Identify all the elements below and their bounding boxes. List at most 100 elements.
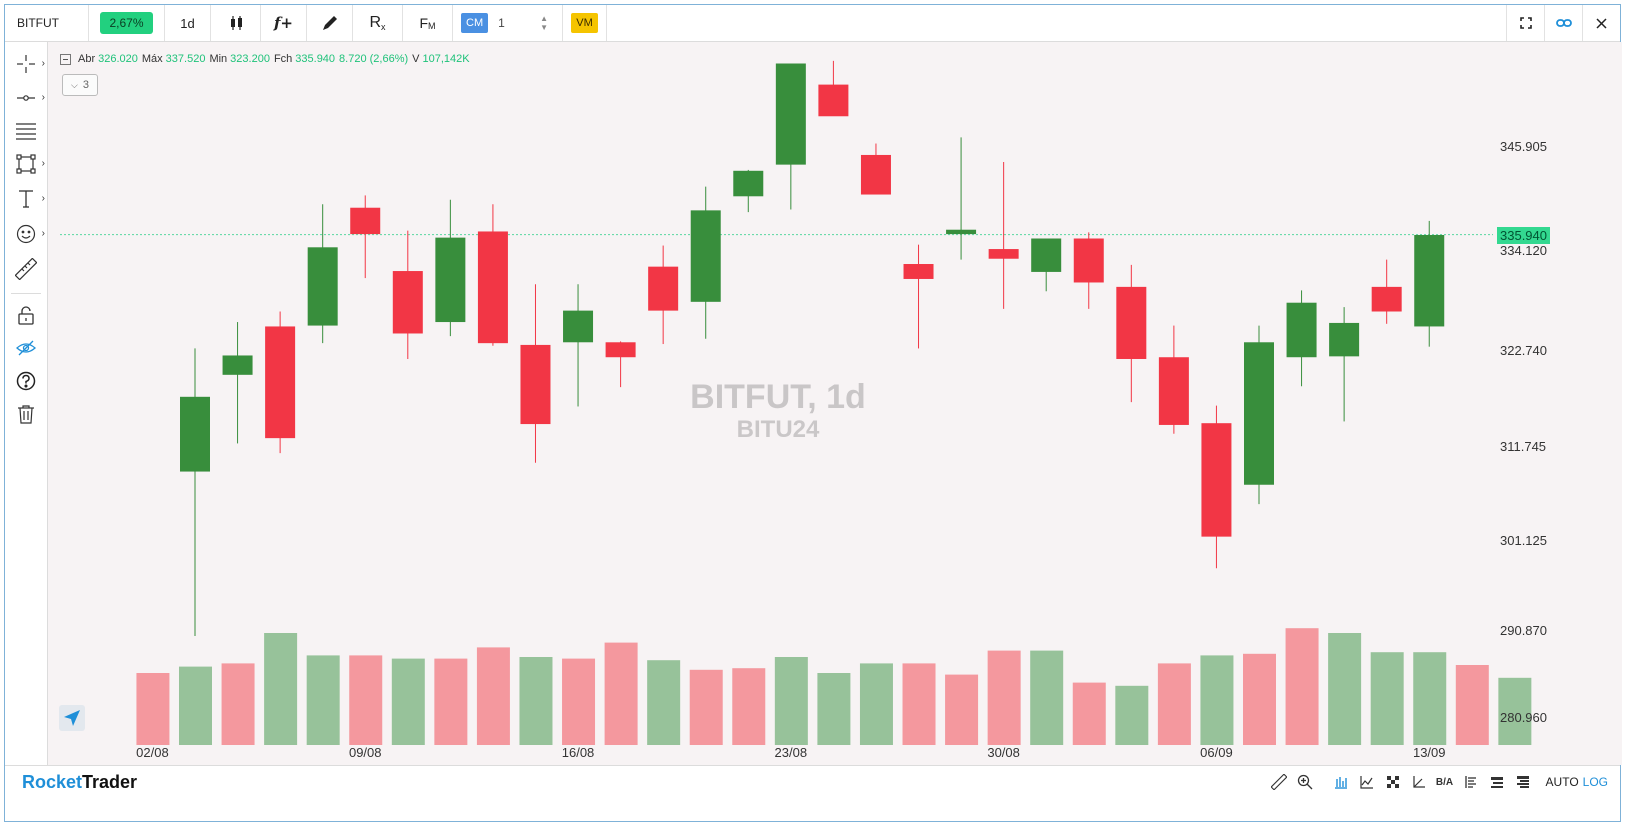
fullscreen-icon xyxy=(1519,17,1532,29)
symbol-selector[interactable]: BITFUT xyxy=(5,5,89,41)
candle-body xyxy=(1329,322,1360,357)
time-axis-label: 02/08 xyxy=(136,745,169,760)
price-axis-label: 301.125 xyxy=(1500,532,1547,548)
crosshair-icon xyxy=(17,55,35,73)
line-tool[interactable]: › xyxy=(5,83,47,113)
delete-tool[interactable] xyxy=(5,399,47,429)
drawing-button[interactable] xyxy=(307,5,353,41)
close-button[interactable] xyxy=(1582,5,1620,41)
legend-collapse-icon[interactable] xyxy=(60,53,71,65)
link-icon xyxy=(1555,19,1572,27)
stepper-down-icon[interactable]: ▼ xyxy=(540,23,549,32)
book-button[interactable] xyxy=(1458,766,1484,798)
fib-tool[interactable] xyxy=(5,116,47,146)
candle-body xyxy=(648,266,679,311)
candle-body xyxy=(690,210,721,302)
volume-bar xyxy=(434,658,468,745)
interval-selector[interactable]: 1d xyxy=(165,5,211,41)
eye-off-icon xyxy=(16,340,36,356)
left-toolbar: › › › › xyxy=(5,42,48,765)
quantity-stepper[interactable]: ▲ ▼ xyxy=(540,14,548,32)
volume-bar xyxy=(476,647,510,745)
measure-button[interactable] xyxy=(1266,766,1292,798)
candle-body xyxy=(392,271,423,334)
navigate-button[interactable] xyxy=(59,705,85,731)
candlestick-icon xyxy=(230,16,242,30)
link-button[interactable] xyxy=(1544,5,1582,41)
auto-scale-toggle[interactable]: AUTO xyxy=(1545,775,1579,789)
visibility-tool[interactable] xyxy=(5,333,47,363)
brand-logo-rocket: Rocket xyxy=(22,772,83,792)
pattern-button[interactable] xyxy=(1380,766,1406,798)
candle-body xyxy=(1073,238,1104,283)
volume-bar xyxy=(945,674,979,745)
emoji-tool[interactable]: › xyxy=(5,219,47,249)
bid-ask-button[interactable]: B/A xyxy=(1435,776,1454,788)
checker-icon xyxy=(1386,776,1399,788)
volume-bar xyxy=(987,650,1021,745)
candle-type-button[interactable] xyxy=(211,5,261,41)
cm-button[interactable]: CM xyxy=(461,13,489,33)
lock-icon xyxy=(18,306,34,325)
indicators-button[interactable]: f+ xyxy=(261,5,307,41)
fm-label-sub: M xyxy=(428,20,436,31)
layout-button-b[interactable] xyxy=(1510,766,1536,798)
zoom-button[interactable] xyxy=(1292,766,1318,798)
chevron-right-icon[interactable]: › xyxy=(41,228,45,239)
ohlc-legend: Abr 326.020 Máx 337.520 Min 323.200 Fch 335.… xyxy=(60,53,474,65)
help-tool[interactable] xyxy=(5,366,47,396)
ruler-icon xyxy=(1270,774,1287,790)
volume-bar xyxy=(689,669,723,745)
layout-button-a[interactable] xyxy=(1484,766,1510,798)
volume-bar xyxy=(1243,653,1276,745)
line-chart-button[interactable] xyxy=(1354,766,1380,798)
chevron-right-icon[interactable]: › xyxy=(41,92,45,103)
chevron-down-icon: ⌵ xyxy=(71,79,78,90)
chevron-right-icon[interactable]: › xyxy=(41,193,45,204)
rows-alt-icon xyxy=(1516,776,1529,788)
vm-button[interactable]: VM xyxy=(571,13,598,33)
quantity-input[interactable]: 1 xyxy=(498,16,505,30)
axis-icon xyxy=(1412,776,1425,788)
volume-bar xyxy=(859,663,893,745)
ruler-icon xyxy=(15,258,37,280)
candle-body xyxy=(605,342,636,358)
toolbar-divider xyxy=(11,293,41,294)
indicators-count: 3 xyxy=(82,79,89,91)
brand-logo-trader: Trader xyxy=(82,772,138,792)
ruler-tool[interactable] xyxy=(5,254,47,284)
axis-button[interactable] xyxy=(1406,766,1432,798)
bar-chart-button[interactable] xyxy=(1328,766,1354,798)
chart-canvas[interactable] xyxy=(48,42,1622,765)
legend-close-value: 335.940 xyxy=(295,53,336,65)
bottom-spacer xyxy=(1318,766,1328,798)
crosshair-tool[interactable]: › xyxy=(5,49,47,79)
rows-icon xyxy=(1490,777,1503,788)
watermark-symbol: BITFUT, 1d xyxy=(690,378,866,416)
legend-low-value: 323.200 xyxy=(230,53,270,65)
legend-high-value: 337.520 xyxy=(165,53,206,65)
price-axis-label: 334.120 xyxy=(1500,242,1547,258)
function-plus-icon: f+ xyxy=(273,14,294,32)
lock-tool[interactable] xyxy=(5,300,47,330)
candle-body xyxy=(350,207,381,235)
log-scale-toggle[interactable]: LOG xyxy=(1582,775,1608,789)
price-axis-label: 280.960 xyxy=(1500,710,1547,726)
chevron-right-icon[interactable]: › xyxy=(41,158,45,169)
stepper-up-icon[interactable]: ▲ xyxy=(540,14,549,23)
volume-bar xyxy=(1157,663,1191,745)
shape-tool[interactable]: › xyxy=(5,149,47,179)
navigation-arrow-icon xyxy=(64,710,80,726)
fullscreen-button[interactable] xyxy=(1506,5,1544,41)
candle-body xyxy=(563,310,594,343)
chart-area[interactable]: BITFUT, 1d BITU24 Abr 326.020 Máx 337.520 … xyxy=(48,42,1622,765)
vm-container: VM xyxy=(563,5,607,41)
text-tool[interactable]: › xyxy=(5,184,47,214)
indicators-toggle-button[interactable]: ⌵ 3 xyxy=(62,74,98,96)
trend-line-icon xyxy=(17,95,35,101)
chevron-right-icon[interactable]: › xyxy=(41,58,45,69)
